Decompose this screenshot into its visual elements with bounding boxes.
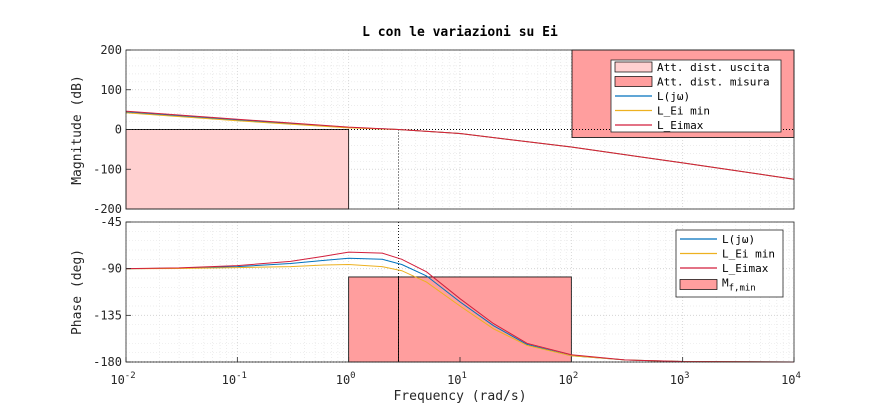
y-tick-label: 100 <box>100 83 122 97</box>
legend-label: L_Eimax <box>657 119 704 132</box>
legend-label: Mf,min <box>722 277 756 294</box>
y-tick-label: 0 <box>115 123 122 137</box>
legend-label: L_Eimax <box>722 262 769 275</box>
phase-panel: -180 -135 -90 -45 10-2 10-1 100 101 102 103 104 L(j… <box>93 215 801 387</box>
series-line <box>125 251 795 363</box>
series-line <box>125 263 795 363</box>
y-axis-label-phase: Phase (deg) <box>70 249 85 335</box>
y-tick-label: -135 <box>93 308 122 322</box>
y-tick-label: -200 <box>93 202 122 216</box>
x-tick-label: 100 <box>336 371 356 387</box>
legend-label: L_Ei min <box>722 248 775 261</box>
constraint-region <box>348 276 572 363</box>
x-tick-label: 10-1 <box>222 371 247 387</box>
series-line <box>125 110 795 180</box>
legend-swatch <box>614 76 653 87</box>
legend-label: Att. dist. uscita <box>657 61 770 74</box>
legend-label: L_Ei min <box>657 105 710 118</box>
y-tick-label: -180 <box>93 355 122 369</box>
legend-swatch <box>614 61 653 73</box>
legend-label: L(jω) <box>722 233 755 246</box>
x-tick-label: 10-2 <box>110 371 135 387</box>
magnitude-panel: -200 -100 0 100 200 Att. dist. uscita Att. dis… <box>93 43 795 216</box>
legend-label: L(jω) <box>657 90 690 103</box>
y-tick-label: -45 <box>100 215 122 229</box>
y-tick-label: -100 <box>93 162 122 176</box>
x-tick-label: 103 <box>670 371 690 387</box>
x-tick-label: 101 <box>447 371 467 387</box>
legend-label: Att. dist. misura <box>657 76 770 89</box>
chart-title: L con le variazioni su Ei <box>362 25 558 40</box>
y-axis-label-magnitude: Magnitude (dB) <box>70 75 85 185</box>
legend-swatch <box>679 279 718 290</box>
x-tick-label: 102 <box>558 371 578 387</box>
y-tick-label: 200 <box>100 43 122 57</box>
constraint-region <box>125 129 350 210</box>
x-axis-label: Frequency (rad/s) <box>393 389 526 404</box>
x-tick-label: 104 <box>781 371 801 387</box>
y-tick-label: -90 <box>100 262 122 276</box>
